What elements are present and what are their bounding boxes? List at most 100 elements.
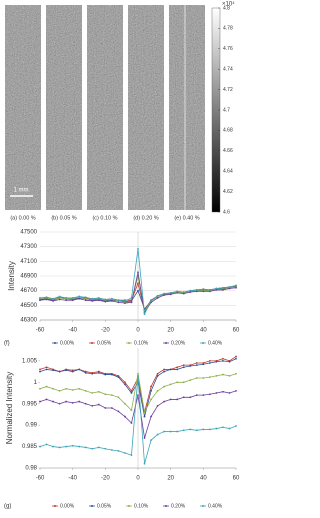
series-marker bbox=[189, 365, 192, 367]
series-marker bbox=[208, 428, 211, 431]
series-marker bbox=[150, 389, 152, 392]
series-marker bbox=[156, 433, 159, 436]
series-marker bbox=[78, 368, 81, 371]
series-marker bbox=[150, 300, 152, 302]
series-marker bbox=[222, 289, 224, 291]
x-tick-label: 40 bbox=[200, 476, 207, 482]
series-marker bbox=[182, 291, 185, 294]
series-marker bbox=[195, 394, 198, 397]
series-marker bbox=[208, 289, 211, 291]
series-marker bbox=[143, 437, 146, 439]
series-marker bbox=[176, 366, 179, 369]
series-marker bbox=[222, 390, 224, 393]
y-tick-label: 46700 bbox=[20, 288, 37, 294]
series-marker bbox=[222, 426, 224, 429]
series-marker bbox=[202, 362, 205, 364]
series-marker bbox=[45, 443, 48, 446]
panel-label: (a) 0.00 % bbox=[10, 215, 35, 221]
series-marker bbox=[182, 364, 185, 367]
series-marker bbox=[91, 392, 94, 394]
series-marker bbox=[39, 370, 41, 373]
legend-marker bbox=[128, 342, 130, 344]
series-marker bbox=[137, 374, 139, 377]
colorbar-tick-label: 4.72 bbox=[223, 87, 233, 93]
series-marker bbox=[163, 430, 166, 433]
series-marker bbox=[137, 372, 139, 375]
series-marker bbox=[202, 290, 205, 293]
series-marker bbox=[117, 299, 120, 302]
series-marker bbox=[71, 299, 74, 302]
series-marker bbox=[52, 300, 54, 302]
series-marker bbox=[202, 394, 205, 397]
series-marker bbox=[52, 445, 54, 448]
y-tick-label: 0.995 bbox=[22, 401, 38, 407]
series-marker bbox=[169, 293, 172, 296]
series-marker bbox=[39, 299, 41, 302]
series-marker bbox=[176, 291, 179, 294]
series-marker bbox=[124, 415, 126, 418]
x-tick-label: 0 bbox=[136, 476, 140, 482]
legend-marker bbox=[165, 505, 167, 507]
legend-marker bbox=[202, 505, 204, 507]
legend-label: 0.20% bbox=[171, 340, 186, 346]
series-marker bbox=[124, 452, 126, 454]
series-marker bbox=[58, 389, 61, 392]
series-marker bbox=[182, 429, 185, 432]
series-marker bbox=[117, 301, 120, 304]
series-marker bbox=[130, 422, 133, 424]
image-texture bbox=[46, 5, 82, 210]
series-marker bbox=[215, 289, 218, 291]
series-marker bbox=[137, 282, 139, 285]
series-marker bbox=[208, 393, 211, 396]
series-marker bbox=[228, 427, 231, 430]
series-marker bbox=[97, 446, 100, 449]
series-marker bbox=[202, 363, 205, 366]
series-marker bbox=[143, 411, 146, 414]
series-marker bbox=[91, 447, 94, 450]
series-marker bbox=[163, 385, 166, 388]
series-marker bbox=[176, 290, 179, 293]
series-marker bbox=[110, 394, 113, 397]
legend-label: 0.40% bbox=[208, 503, 223, 509]
image-texture bbox=[128, 5, 164, 210]
series-marker bbox=[235, 284, 237, 287]
series-marker bbox=[235, 425, 237, 427]
series-marker bbox=[58, 297, 61, 299]
series-marker bbox=[130, 392, 133, 394]
legend-marker bbox=[202, 342, 204, 344]
series-marker bbox=[189, 379, 192, 382]
colorbar-multiplier: ×10⁴ bbox=[222, 1, 235, 8]
series-marker bbox=[228, 287, 231, 290]
series-marker bbox=[228, 360, 231, 363]
series-marker bbox=[91, 372, 94, 375]
series-marker bbox=[137, 394, 139, 397]
series-marker bbox=[163, 368, 166, 371]
series-marker bbox=[110, 373, 113, 376]
panel-label: (b) 0.05 % bbox=[51, 215, 76, 221]
series-marker bbox=[97, 370, 100, 373]
legend-label: 0.10% bbox=[134, 503, 149, 509]
series-marker bbox=[97, 371, 100, 374]
image-texture bbox=[87, 5, 123, 210]
series-marker bbox=[58, 295, 61, 298]
series-marker bbox=[97, 403, 100, 406]
colorbar-tick-label: 4.74 bbox=[223, 67, 233, 73]
series-marker bbox=[163, 294, 166, 296]
series-marker bbox=[84, 299, 87, 302]
series-marker bbox=[45, 385, 48, 388]
colorbar-tick-label: 4.6 bbox=[223, 209, 230, 215]
series-marker bbox=[202, 428, 205, 431]
series-marker bbox=[215, 392, 218, 394]
series-marker bbox=[215, 287, 218, 290]
series-marker bbox=[71, 444, 74, 447]
y-tick-label: 47500 bbox=[20, 230, 37, 236]
y-axis-label: Normalized Intensity bbox=[5, 372, 14, 444]
series-marker bbox=[91, 297, 94, 300]
series-marker bbox=[84, 296, 87, 299]
series-marker bbox=[117, 449, 120, 452]
series-marker bbox=[45, 298, 48, 301]
series-marker bbox=[84, 402, 87, 405]
series-marker bbox=[124, 402, 126, 405]
series-marker bbox=[39, 445, 41, 448]
series-marker bbox=[130, 389, 133, 392]
